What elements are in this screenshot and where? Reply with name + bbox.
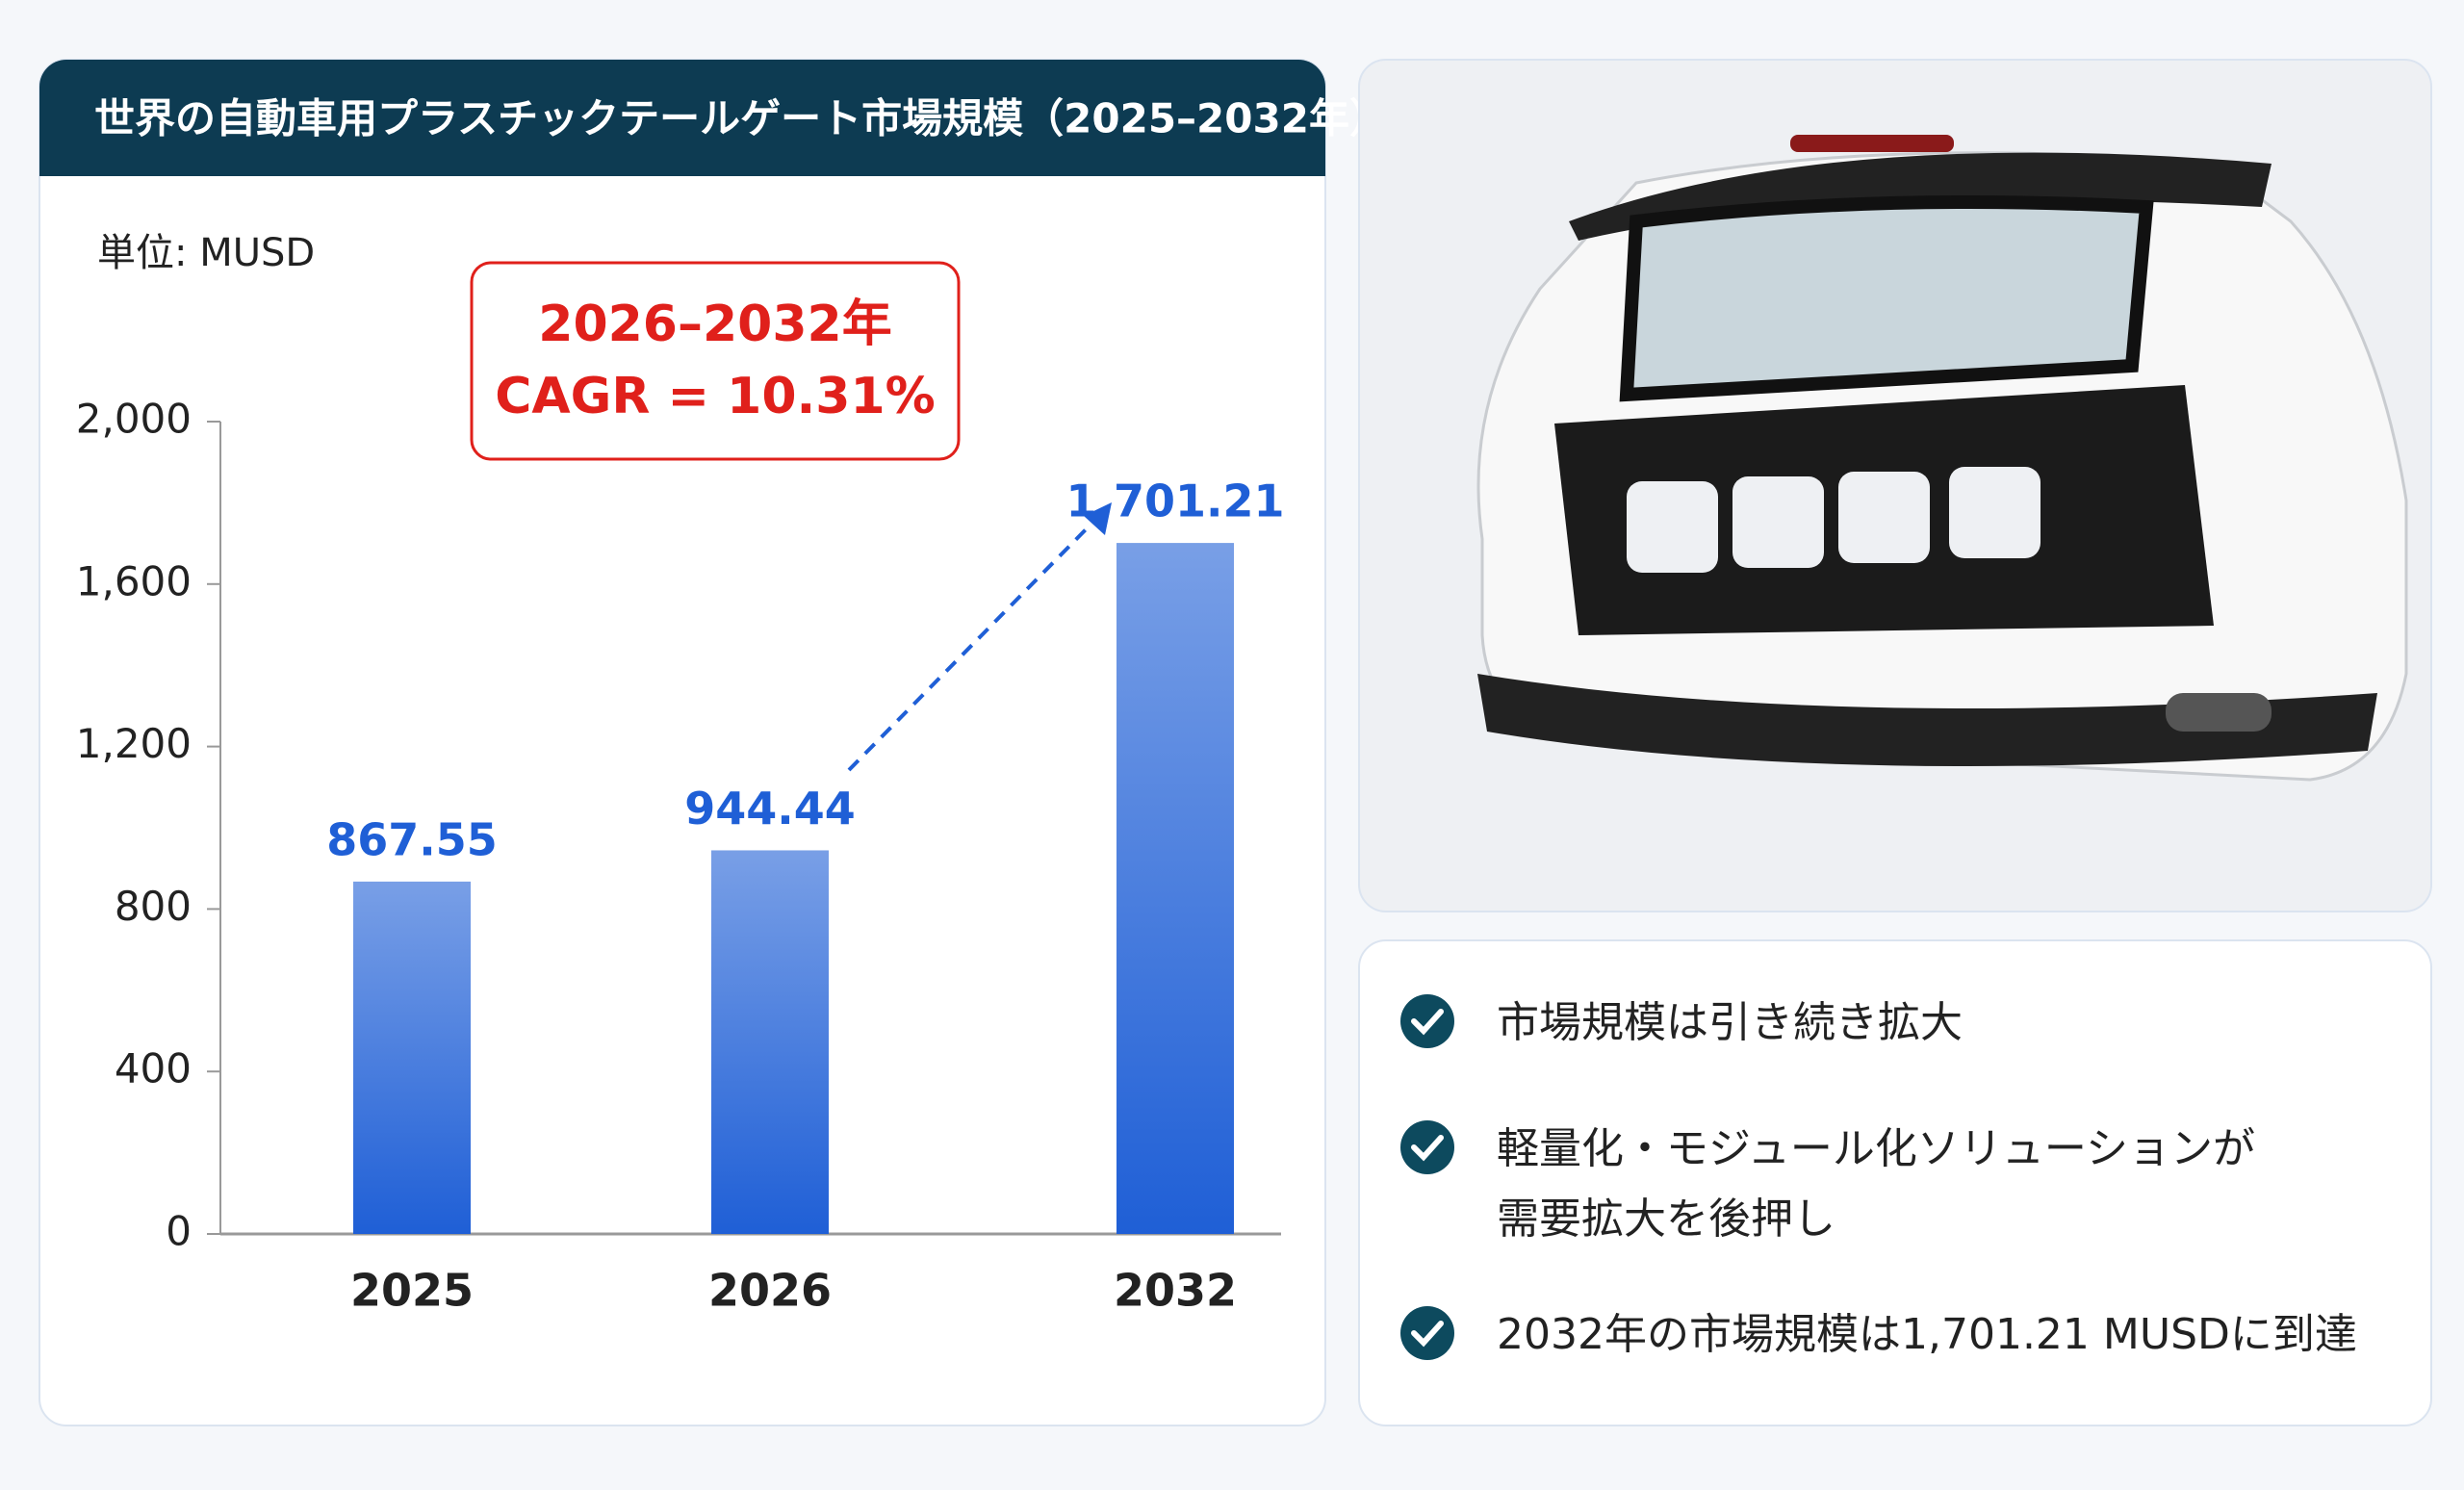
check-mark <box>1411 1135 1444 1162</box>
y-tick-label: 1,600 <box>76 557 192 604</box>
y-tick-label: 1,200 <box>76 720 192 767</box>
bar <box>1116 543 1234 1234</box>
x-tick-label: 2025 <box>350 1265 474 1317</box>
highlights-card <box>1358 939 2432 1426</box>
value-label: 944.44 <box>684 783 856 835</box>
check-mark <box>1411 1009 1444 1036</box>
highlight-text: 軽量化・モジュール化ソリューションが <box>1497 1124 2255 1173</box>
plot: 0 400 800 1,200 1,600 2,000 867.55 2025 944.44 20… <box>76 396 1285 1317</box>
chart-title: 世界の自動車用プラスチックテールゲート市場規模（2025–2032年） <box>94 95 1390 142</box>
highlight-text: 2032年の市場規模は1,701.21 MUSDに到達 <box>1497 1310 2357 1359</box>
tailgate-illustration <box>1476 135 2408 782</box>
y-tick-label: 2,000 <box>76 396 192 443</box>
y-tick-label: 0 <box>166 1208 192 1255</box>
y-tick-label: 800 <box>115 883 192 930</box>
check-mark <box>1411 1321 1444 1348</box>
title-bar <box>39 60 1325 176</box>
x-tick-label: 2032 <box>1114 1265 1237 1317</box>
check-icon <box>1400 1120 1454 1174</box>
cagr-period: 2026–2032年 <box>538 295 891 353</box>
y-tick-label: 400 <box>115 1045 192 1092</box>
x-tick-label: 2026 <box>708 1265 832 1317</box>
bar <box>353 881 471 1234</box>
check-icon <box>1400 994 1454 1048</box>
highlight-text: 市場規模は引き続き拡大 <box>1497 998 1963 1047</box>
value-label: 867.55 <box>326 813 498 865</box>
check-icon <box>1400 1306 1454 1360</box>
arrow-head <box>1084 502 1112 535</box>
unit-label: 単位: MUSD <box>97 231 315 275</box>
cagr-box <box>470 261 961 461</box>
growth-arrow <box>847 516 1099 772</box>
cagr-value: CAGR = 10.31% <box>495 368 936 425</box>
highlight-text: 需要拡大を後押し <box>1497 1195 1835 1244</box>
bar <box>711 850 829 1234</box>
